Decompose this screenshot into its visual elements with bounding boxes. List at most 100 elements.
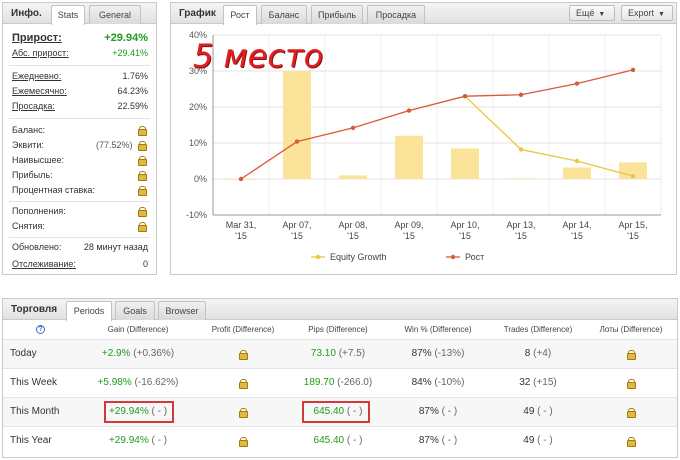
x-tick-label: '15 <box>403 231 415 241</box>
header-trades[interactable]: Trades (Difference) <box>503 325 573 334</box>
pips-diff: (+7.5) <box>338 348 366 359</box>
daily-label[interactable]: Ежедневно: <box>12 71 62 81</box>
highest-row: Наивысшее: <box>12 155 148 168</box>
table-row: This Year +29.94% ( - ) 645.40 ( - ) 87%… <box>3 426 677 455</box>
tab-stats[interactable]: Stats <box>51 5 85 25</box>
data-point <box>238 176 244 182</box>
lock-icon <box>239 350 248 360</box>
header-lots[interactable]: Лоты (Difference) <box>599 325 663 334</box>
updated-label: Обновлено: <box>12 242 62 252</box>
win-value: 87% <box>418 435 439 446</box>
pips-cell: 73.10 (+7.5) <box>288 348 388 359</box>
header-win[interactable]: Win % (Difference) <box>404 325 472 334</box>
equity-label: Эквити: <box>12 140 44 150</box>
header-pips[interactable]: Pips (Difference) <box>308 325 368 334</box>
data-point <box>630 67 636 73</box>
pips-diff: ( - ) <box>346 406 363 417</box>
gain-value: +2.9% <box>101 348 131 359</box>
legend-label: Рост <box>465 252 484 262</box>
pips-value: 645.40 <box>313 435 345 446</box>
win-diff: (-13%) <box>434 348 465 359</box>
x-tick-label: Apr 13, <box>506 220 535 230</box>
gain-diff: (+0.36%) <box>133 348 175 359</box>
x-tick-label: Apr 07, <box>282 220 311 230</box>
abs-gain-label[interactable]: Абс. прирост: <box>12 48 69 58</box>
highlight-box <box>302 401 370 423</box>
abs-gain-row: Абс. прирост: +29.41% <box>12 48 148 61</box>
gain-label[interactable]: Прирост: <box>12 32 62 44</box>
legend-label: Equity Growth <box>330 252 387 262</box>
header-profit[interactable]: Profit (Difference) <box>211 325 275 334</box>
trades-cell: 8 (+4) <box>488 348 588 359</box>
pips-cell: 189.70 (-266.0) <box>288 377 388 388</box>
interest-row: Процентная ставка: <box>12 185 148 198</box>
data-point <box>630 173 636 179</box>
data-point <box>574 158 580 164</box>
balance-label: Баланс: <box>12 125 46 135</box>
pips-value: 189.70 <box>303 377 335 388</box>
pips-value: 645.40 <box>313 406 345 417</box>
withdrawals-row: Снятия: <box>12 221 148 234</box>
abs-gain-value: +29.41% <box>112 48 148 58</box>
trades-value: 32 <box>519 377 531 388</box>
highlight-box <box>104 401 174 423</box>
trading-panel-title: Торговля <box>11 304 58 315</box>
series-line <box>240 69 634 180</box>
y-tick-label: 10% <box>189 138 207 148</box>
withdrawals-label: Снятия: <box>12 221 45 231</box>
chevron-down-icon: ▼ <box>658 11 665 18</box>
daily-value: 1.76% <box>122 71 148 81</box>
tab-profit[interactable]: Прибыль <box>311 5 363 24</box>
profit-row: Прибыль: <box>12 170 148 183</box>
pips-cell: 645.40 ( - ) <box>288 435 388 446</box>
tab-balance[interactable]: Баланс <box>261 5 307 24</box>
gain-value: +5.98% <box>97 377 132 388</box>
header-gain[interactable]: Gain (Difference) <box>107 325 169 334</box>
trades-value: 49 <box>523 435 535 446</box>
x-tick-label: '15 <box>515 231 527 241</box>
x-tick-label: Apr 10, <box>450 220 479 230</box>
legend-marker <box>450 254 456 260</box>
pips-diff: ( - ) <box>346 435 363 446</box>
gain-cell: +2.9% (+0.36%) <box>83 348 193 359</box>
tab-periods[interactable]: Periods <box>66 301 112 321</box>
equity-row: Эквити: (77.52%) <box>12 140 148 153</box>
y-tick-label: 0% <box>194 174 207 184</box>
data-point <box>518 147 524 152</box>
data-point <box>462 94 468 99</box>
x-tick-label: '15 <box>459 231 471 241</box>
pips-diff: (-266.0) <box>337 377 373 388</box>
interest-label: Процентная ставка: <box>12 185 95 195</box>
pips-value: 73.10 <box>310 348 336 359</box>
tab-browser[interactable]: Browser <box>158 301 206 320</box>
lock-icon <box>138 207 147 217</box>
data-point <box>294 139 300 144</box>
tab-drawdown[interactable]: Просадка <box>367 5 425 24</box>
updated-row: Обновлено: 28 минут назад <box>12 242 148 255</box>
help-icon[interactable]: ? <box>36 325 45 334</box>
drawdown-label[interactable]: Просадка: <box>12 101 55 111</box>
x-tick-label: '15 <box>291 231 303 241</box>
bar <box>283 71 311 179</box>
data-point <box>518 92 524 97</box>
x-tick-label: Apr 15, <box>618 220 647 230</box>
divider <box>9 118 150 119</box>
win-value: 87% <box>411 348 432 359</box>
win-value: 87% <box>418 406 439 417</box>
monthly-label[interactable]: Ежемесячно: <box>12 86 67 96</box>
win-cell: 84% (-10%) <box>388 377 488 388</box>
overlay-caption: 5 место <box>193 37 324 75</box>
more-button[interactable]: Ещё ▼ <box>569 5 615 21</box>
info-panel-title: Инфо. <box>11 8 42 19</box>
tab-goals[interactable]: Goals <box>115 301 155 320</box>
divider <box>9 237 150 238</box>
monthly-row: Ежемесячно: 64.23% <box>12 86 148 99</box>
win-cell: 87% (-13%) <box>388 348 488 359</box>
tracking-link[interactable]: Отслеживание: <box>12 259 76 269</box>
tab-growth[interactable]: Рост <box>223 5 257 25</box>
tab-general[interactable]: General <box>89 5 141 24</box>
x-tick-label: '15 <box>627 231 639 241</box>
bar <box>507 178 535 180</box>
export-button[interactable]: Export ▼ <box>621 5 673 21</box>
